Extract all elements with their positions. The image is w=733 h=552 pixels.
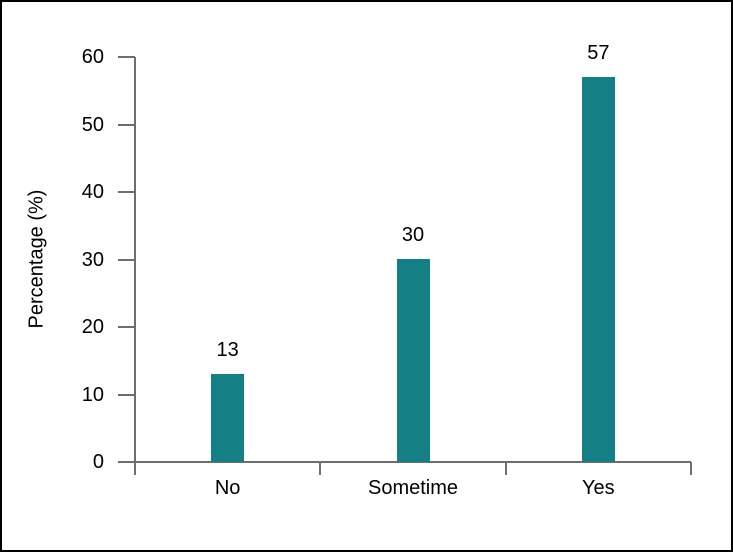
y-tick-label: 20 — [81, 316, 104, 338]
x-tick — [134, 462, 136, 475]
bar — [582, 77, 615, 462]
y-tick — [118, 56, 135, 58]
x-axis-line — [135, 461, 691, 463]
bar — [211, 374, 244, 462]
bar-value-label: 30 — [401, 224, 425, 246]
bar — [397, 259, 430, 462]
y-tick — [118, 326, 135, 328]
x-category-label: Sometime — [367, 477, 459, 499]
x-tick — [319, 462, 322, 475]
y-axis-line — [134, 57, 136, 462]
y-tick — [118, 461, 135, 463]
x-category-label: Yes — [582, 477, 615, 499]
y-tick-label: 10 — [81, 383, 104, 406]
bar-value-label: 13 — [216, 339, 239, 361]
y-tick — [118, 191, 135, 193]
y-tick — [118, 393, 135, 396]
bar-value-label: 57 — [587, 42, 610, 64]
y-tick-label: 0 — [92, 451, 104, 473]
x-category-label: No — [214, 477, 241, 499]
x-tick — [504, 462, 507, 475]
y-tick-label: 40 — [81, 181, 104, 203]
y-tick-label: 30 — [81, 248, 104, 271]
y-tick — [118, 258, 135, 261]
y-tick — [118, 123, 135, 126]
y-tick-label: 60 — [81, 46, 104, 68]
x-tick — [690, 462, 692, 475]
y-tick-label: 50 — [81, 113, 104, 136]
